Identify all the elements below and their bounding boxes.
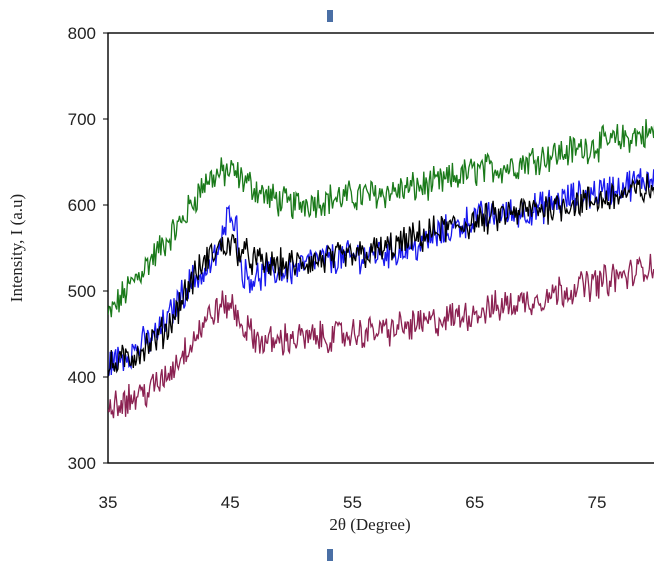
bottom-crop-marker <box>327 549 333 561</box>
plot-frame <box>107 32 654 464</box>
x-tick-label: 65 <box>465 493 484 512</box>
x-tick-label: 55 <box>343 493 362 512</box>
x-tick-label: 75 <box>588 493 607 512</box>
y-tick-label: 800 <box>68 24 96 43</box>
series-line-1 <box>108 119 654 318</box>
x-tick-label: 35 <box>99 493 118 512</box>
x-axis-title: 2θ (Degree) <box>329 515 410 534</box>
plot-area <box>107 32 654 464</box>
x-tick-label: 45 <box>221 493 240 512</box>
y-tick-label: 600 <box>68 196 96 215</box>
y-axis-title: Intensity, I (a.u) <box>7 194 26 302</box>
series-line-3 <box>108 173 654 377</box>
y-tick-label: 500 <box>68 282 96 301</box>
y-tick-label: 300 <box>68 454 96 473</box>
series-layer <box>108 119 654 419</box>
series-line-2 <box>108 168 654 376</box>
top-crop-marker <box>327 10 333 22</box>
y-tick-label: 700 <box>68 110 96 129</box>
y-tick-label: 400 <box>68 368 96 387</box>
series-line-4 <box>108 253 654 419</box>
ticks-layer: 300 400 500 600 700 800 35 45 55 65 75 <box>68 24 607 512</box>
